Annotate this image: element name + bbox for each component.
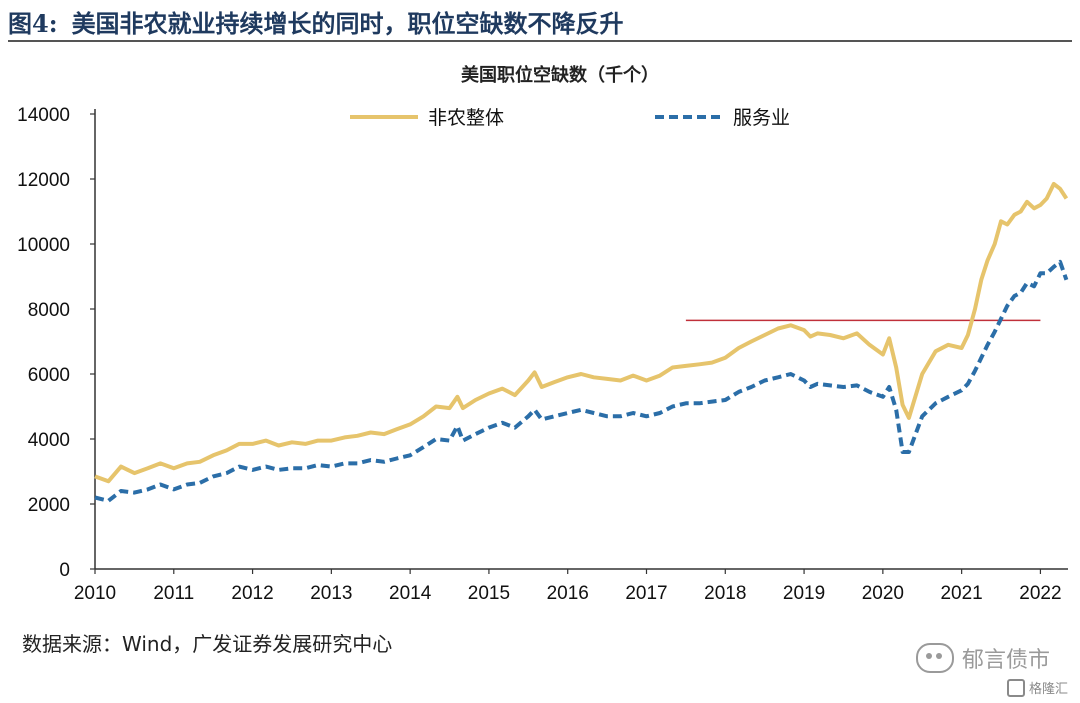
x-tick-label: 2010	[74, 583, 116, 604]
y-tick-label: 10000	[17, 235, 70, 256]
figure-title: 美国非农就业持续增长的同时，职位空缺数不降反升	[71, 8, 624, 38]
x-tick-label: 2020	[862, 583, 904, 604]
y-tick-label: 8000	[28, 300, 70, 321]
y-tick-label: 2000	[28, 495, 70, 516]
logo-text: 格隆汇	[1028, 682, 1068, 697]
x-tick-label: 2016	[547, 583, 589, 604]
series-line-services	[94, 259, 1069, 503]
y-tick-label: 14000	[17, 105, 70, 126]
figure-header: 图4: 美国非农就业持续增长的同时，职位空缺数不降反升	[8, 4, 1072, 38]
x-tick-label: 2018	[704, 583, 746, 604]
chart-title: 美国职位空缺数（千个）	[461, 64, 659, 85]
gelonghui-logo: 格隆汇	[1006, 678, 1068, 697]
series-layer	[94, 181, 1069, 503]
x-tick-label: 2022	[1019, 583, 1061, 604]
source-note: 数据来源：Wind，广发证券发展研究中心	[22, 632, 393, 656]
x-tick-label: 2017	[625, 583, 667, 604]
watermark-text: 郁言债市	[961, 648, 1050, 673]
chart-container: 美国职位空缺数（千个） 0 2000 4000 6000 8000 10000 12000 1…	[0, 44, 1080, 619]
y-tick-label: 4000	[28, 430, 70, 451]
line-chart: 美国职位空缺数（千个） 0 2000 4000 6000 8000 10000 12000 1…	[17, 64, 1069, 604]
figure-label: 图4:	[8, 8, 58, 38]
y-tick-label: 0	[59, 560, 70, 581]
x-tick-label: 2014	[389, 583, 432, 604]
x-tick-label: 2015	[468, 583, 510, 604]
legend-label-services: 服务业	[733, 107, 790, 129]
x-tick-label: 2011	[153, 583, 194, 604]
series-line-total	[94, 181, 1069, 484]
x-tick-label: 2013	[310, 583, 352, 604]
legend-label-total: 非农整体	[428, 107, 504, 129]
x-tick-label: 2021	[940, 583, 982, 604]
wechat-icon	[915, 643, 954, 673]
axes: 0 2000 4000 6000 8000 10000 12000 14000 2010 2011…	[17, 105, 1068, 604]
x-tick-label: 2012	[231, 583, 273, 604]
logo-mark-icon	[1006, 678, 1025, 697]
y-tick-label: 12000	[17, 170, 70, 191]
watermark: 郁言债市	[915, 642, 1050, 674]
header-rule	[8, 40, 1072, 42]
x-tick-label: 2019	[783, 583, 825, 604]
legend: 非农整体 服务业	[350, 107, 790, 129]
y-tick-label: 6000	[28, 365, 70, 386]
